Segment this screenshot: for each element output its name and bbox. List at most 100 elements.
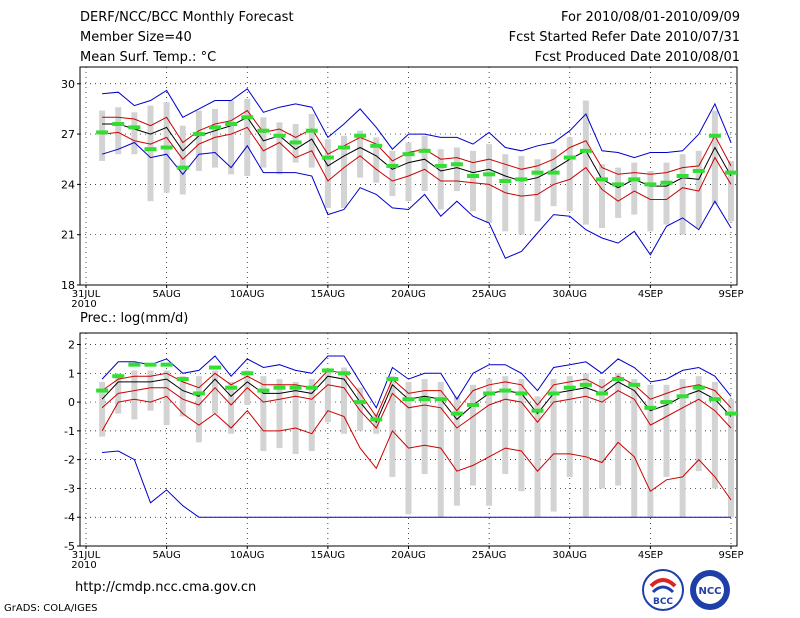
x-tick-label: 5AUG [152, 550, 180, 561]
bcc-logo: BCC [642, 569, 684, 611]
green-marker [144, 362, 157, 367]
green-marker [192, 391, 205, 396]
ncc-logo: NCC [690, 570, 730, 610]
green-marker [338, 145, 350, 150]
y-tick-label: 27 [61, 128, 75, 141]
spread-box [131, 112, 138, 155]
green-marker [128, 362, 141, 367]
spread-box [99, 110, 106, 161]
green-marker [176, 165, 189, 170]
green-marker [725, 411, 737, 416]
green-marker [338, 371, 350, 376]
x-tick-label: 15AUG [311, 550, 346, 561]
green-marker [660, 400, 673, 405]
spread-box [534, 396, 541, 518]
source-url[interactable]: http://cmdp.ncc.cma.gov.cn [75, 580, 257, 595]
spread-box [421, 135, 428, 192]
series-line-mean [102, 116, 732, 189]
green-marker [305, 128, 318, 133]
spread-box [615, 167, 622, 218]
spread-box [518, 379, 525, 492]
spread-box [276, 122, 283, 175]
spread-box [518, 155, 525, 235]
green-marker [176, 377, 189, 382]
series-line-q75 [101, 369, 732, 418]
series-line-q25 [102, 126, 732, 202]
green-marker [418, 397, 431, 402]
green-marker [402, 397, 415, 402]
green-marker [579, 382, 592, 387]
green-marker [644, 405, 657, 410]
x-tick-label: 4SEP [638, 289, 663, 300]
green-marker [708, 133, 721, 138]
spread-box [276, 379, 283, 449]
spread-box [679, 154, 686, 235]
spread-box [470, 150, 476, 212]
green-marker [321, 368, 334, 373]
green-marker [450, 162, 463, 167]
spread-box [582, 373, 589, 518]
green-marker [644, 182, 657, 187]
spread-box [341, 367, 347, 434]
green-marker [273, 385, 286, 390]
spread-box [550, 379, 557, 512]
spread-box [647, 170, 654, 232]
x-tick-sublabel: 2010 [71, 560, 96, 571]
green-marker [515, 177, 528, 182]
green-marker [434, 163, 447, 168]
spread-box [212, 108, 218, 168]
spread-box [582, 100, 589, 225]
spread-box [324, 139, 331, 208]
green-marker [547, 170, 560, 175]
x-tick-label: 20AUG [391, 289, 426, 300]
green-marker [708, 397, 721, 402]
spread-box [212, 370, 218, 414]
green-marker [160, 145, 173, 150]
green-marker [676, 174, 689, 178]
x-tick-label: 25AUG [472, 550, 507, 561]
series-line-mean [101, 375, 732, 424]
spread-box [599, 164, 605, 228]
x-tick-label: 31JUL [72, 550, 101, 561]
y-tick-label: -2 [64, 454, 75, 467]
spread-box [324, 370, 331, 423]
green-marker [596, 177, 608, 182]
green-marker [289, 140, 302, 145]
spread-box [99, 381, 106, 437]
spread-box [389, 150, 396, 197]
series-line-min [102, 450, 731, 518]
spread-box [308, 113, 315, 168]
green-marker [434, 397, 447, 402]
spread-box [437, 381, 444, 518]
x-tick-label: 15AUG [311, 289, 346, 300]
header-right: For 2010/08/01-2010/09/09 Fcst Started R… [509, 8, 740, 68]
panel-title: Prec.: log(mm/d) [80, 311, 188, 326]
green-marker [563, 155, 576, 160]
y-tick-label: -1 [64, 425, 75, 438]
green-marker [531, 408, 544, 413]
spread-box [131, 370, 138, 420]
green-marker [321, 155, 334, 160]
spread-box [260, 376, 267, 452]
spread-box [357, 387, 364, 431]
spread-box [534, 159, 541, 222]
green-marker [370, 143, 383, 148]
green-marker [305, 385, 318, 390]
green-marker [160, 362, 173, 367]
green-marker [112, 122, 125, 127]
x-tick-label: 10AUG [230, 289, 265, 300]
spread-box [631, 379, 638, 518]
started-refer-date: Fcst Started Refer Date 2010/07/31 [508, 30, 740, 45]
variable-label: Mean Surf. Temp.: °C [80, 50, 217, 65]
spread-box [728, 160, 734, 222]
y-tick-label: 2 [68, 339, 75, 352]
spread-box [486, 144, 493, 223]
green-marker [612, 182, 625, 187]
green-marker [225, 122, 238, 127]
green-marker [579, 148, 592, 153]
green-marker [289, 385, 302, 390]
green-marker [386, 377, 399, 382]
green-marker [241, 115, 254, 120]
series-line-max [102, 88, 732, 159]
green-marker [112, 374, 125, 379]
